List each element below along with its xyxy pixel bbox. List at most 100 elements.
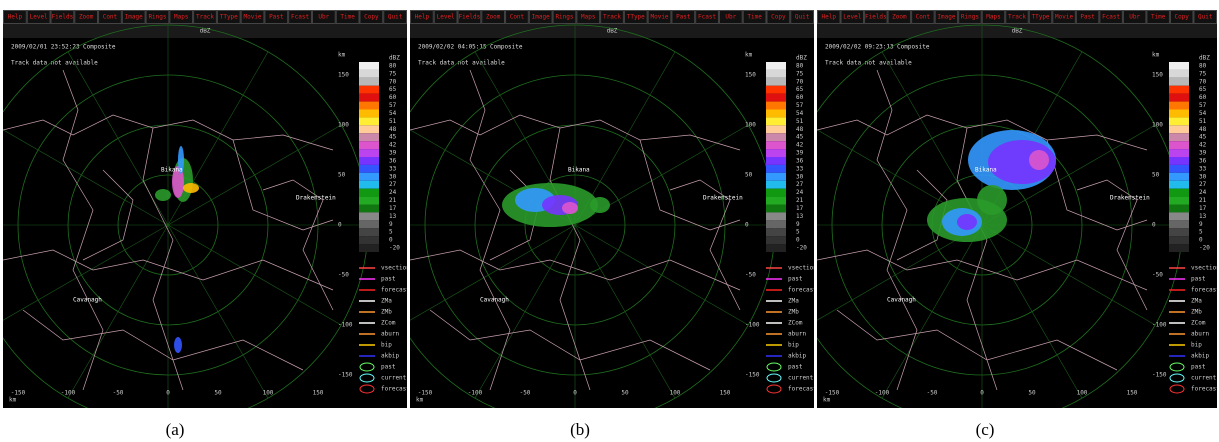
colorbar-label: 30: [389, 173, 397, 180]
menu-label[interactable]: TType: [627, 14, 645, 21]
colorbar-swatch: [766, 94, 786, 102]
legend-label: ZCom: [381, 320, 396, 327]
menu-label[interactable]: Cont: [510, 14, 525, 21]
menu-label[interactable]: Help: [415, 14, 430, 21]
menu-label[interactable]: Rings: [148, 14, 166, 21]
colorbar-swatch: [766, 78, 786, 86]
menu-label[interactable]: Copy: [1174, 14, 1189, 21]
colorbar-swatch: [766, 197, 786, 205]
y-tick-label: 50: [745, 172, 753, 179]
x-axis-unit: km: [9, 397, 17, 404]
x-tick-label: 100: [1077, 390, 1088, 397]
menu-label[interactable]: Zoom: [79, 14, 94, 21]
menu-label[interactable]: TType: [1031, 14, 1049, 21]
menu-label[interactable]: Level: [30, 14, 48, 21]
menu-label[interactable]: TType: [220, 14, 238, 21]
colorbar-swatch: [359, 205, 379, 213]
menu-label[interactable]: Quit: [1198, 14, 1213, 21]
menu-label[interactable]: Image: [937, 14, 955, 21]
colorbar-swatch: [766, 141, 786, 149]
legend-label: bip: [381, 342, 392, 349]
menu-label[interactable]: Level: [437, 14, 455, 21]
menu-label[interactable]: Track: [1008, 14, 1026, 21]
menu-label[interactable]: Movie: [650, 14, 668, 21]
menu-label[interactable]: Copy: [771, 14, 786, 21]
colorbar-label: 24: [389, 189, 397, 196]
menu-label[interactable]: Past: [269, 14, 284, 21]
x-tick-label: -150: [418, 390, 433, 397]
y-tick-label: 150: [745, 72, 756, 79]
menu-label[interactable]: Fcast: [291, 14, 309, 21]
menu-label[interactable]: Level: [843, 14, 861, 21]
colorbar-swatch: [766, 149, 786, 157]
menu-label[interactable]: Maps: [581, 14, 596, 21]
menu-label[interactable]: Cont: [103, 14, 118, 21]
menu-label[interactable]: Past: [676, 14, 691, 21]
colorbar-label: 27: [796, 181, 804, 188]
y-tick-label: 50: [338, 172, 346, 179]
colorbar-label: 65: [796, 86, 804, 93]
colorbar-swatch: [1169, 78, 1189, 86]
menu-label[interactable]: Copy: [364, 14, 379, 21]
menu-label[interactable]: Fields: [459, 14, 481, 21]
menu-label[interactable]: Help: [8, 14, 23, 21]
menu-label[interactable]: Fcast: [698, 14, 716, 21]
menu-label[interactable]: Image: [125, 14, 143, 21]
menu-label[interactable]: Image: [532, 14, 550, 21]
colorbar-label: 48: [796, 126, 804, 133]
x-axis-unit: km: [823, 397, 831, 404]
echo: [977, 185, 1007, 215]
menu-label[interactable]: Track: [603, 14, 621, 21]
menu-label[interactable]: Movie: [1055, 14, 1073, 21]
legend-label: past: [381, 276, 396, 283]
menu-label[interactable]: Ubr: [318, 14, 329, 21]
colorbar-swatch: [1169, 228, 1189, 236]
menu-label[interactable]: Fields: [52, 14, 74, 21]
legend-label: forecast: [381, 287, 407, 294]
menu-label[interactable]: Movie: [243, 14, 261, 21]
menu-label[interactable]: Rings: [961, 14, 979, 21]
menu-label[interactable]: Time: [1151, 14, 1166, 21]
menu-label[interactable]: Help: [822, 14, 837, 21]
echo: [590, 197, 610, 213]
colorbar-label: 13: [1199, 213, 1207, 220]
colorbar-label: 0: [389, 237, 393, 244]
colorbar-swatch: [1169, 212, 1189, 220]
menu-label[interactable]: Zoom: [486, 14, 501, 21]
colorbar-swatch: [359, 157, 379, 165]
menu-label[interactable]: Past: [1080, 14, 1095, 21]
menu-label[interactable]: Fields: [865, 14, 887, 21]
menu-label[interactable]: Maps: [174, 14, 189, 21]
colorbar-label: 75: [796, 70, 804, 77]
place-label: Cavanagh: [73, 297, 102, 304]
colorbar-label: 48: [1199, 126, 1207, 133]
menu-label[interactable]: Fcast: [1102, 14, 1120, 21]
menu-label[interactable]: Ubr: [725, 14, 736, 21]
colorbar-label: 57: [796, 102, 804, 109]
menu-label[interactable]: Rings: [555, 14, 573, 21]
colorbar-swatch: [766, 165, 786, 173]
colorbar-swatch: [766, 102, 786, 110]
x-tick-label: 50: [214, 390, 222, 397]
menu-label[interactable]: Quit: [795, 14, 810, 21]
colorbar-label: 13: [389, 213, 397, 220]
colorbar-swatch: [1169, 102, 1189, 110]
menu-label[interactable]: Ubr: [1129, 14, 1140, 21]
x-tick-label: 100: [263, 390, 274, 397]
menu-label[interactable]: Maps: [986, 14, 1001, 21]
menu-label[interactable]: Zoom: [892, 14, 907, 21]
y-tick-label: -50: [745, 272, 756, 279]
menu-label[interactable]: Quit: [388, 14, 403, 21]
colorbar-label: 70: [1199, 78, 1207, 85]
colorbar-label: 33: [1199, 165, 1207, 172]
colorbar-label: 33: [389, 165, 397, 172]
colorbar-swatch: [359, 117, 379, 125]
menu-label[interactable]: Cont: [916, 14, 931, 21]
menu-label[interactable]: Track: [196, 14, 214, 21]
menu-label[interactable]: Time: [747, 14, 762, 21]
colorbar-swatch: [359, 197, 379, 205]
colorbar-label: 60: [389, 94, 397, 101]
menu-label[interactable]: Time: [340, 14, 355, 21]
colorbar-swatch: [359, 165, 379, 173]
colorbar-label: 65: [389, 86, 397, 93]
